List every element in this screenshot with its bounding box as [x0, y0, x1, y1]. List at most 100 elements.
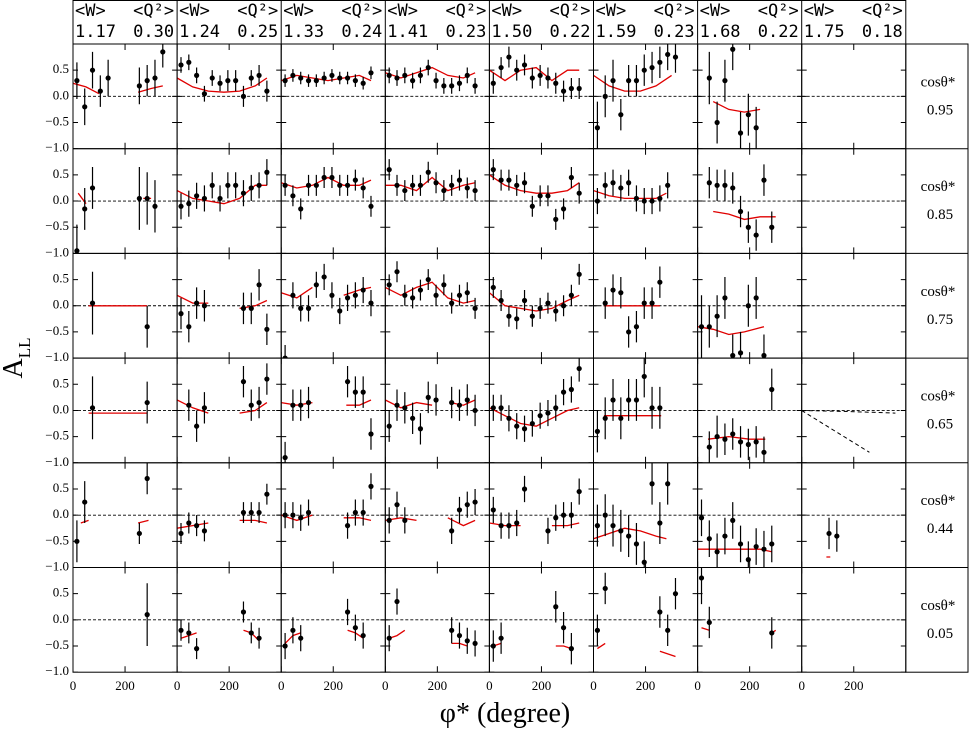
w-header: <W>	[700, 1, 731, 21]
data-point	[753, 439, 759, 445]
data-point	[568, 85, 574, 92]
w-value: 1.50	[491, 22, 532, 42]
y-tick-label: 0.0	[53, 611, 69, 626]
y-tick-label: −0.5	[45, 637, 69, 652]
data-point	[256, 282, 262, 288]
data-point	[410, 182, 416, 188]
data-point	[186, 402, 192, 408]
data-point	[745, 303, 751, 309]
y-tick-label: 0.5	[53, 480, 69, 495]
data-point	[305, 182, 312, 188]
data-point	[360, 185, 366, 191]
fit-curve	[281, 74, 372, 82]
data-point	[441, 83, 447, 89]
data-point	[433, 180, 439, 186]
panel	[177, 253, 282, 359]
panel	[801, 462, 906, 568]
data-point	[386, 423, 392, 429]
data-point	[610, 397, 616, 403]
fit-curve	[73, 82, 163, 95]
data-point	[402, 187, 408, 194]
data-point	[305, 509, 312, 516]
data-point	[761, 449, 767, 455]
data-point	[594, 125, 601, 131]
data-point	[456, 507, 463, 513]
data-point	[514, 182, 520, 188]
data-point	[568, 292, 574, 298]
fit-curve	[80, 519, 149, 524]
panel	[281, 253, 386, 359]
data-point	[178, 311, 184, 317]
panel	[801, 358, 906, 463]
cos-value: 0.85	[927, 207, 953, 223]
data-point	[769, 630, 775, 636]
data-point	[514, 67, 520, 73]
w-value: 1.59	[596, 22, 637, 42]
data-point	[368, 300, 374, 306]
fit-curve	[593, 189, 667, 200]
y-tick-label: 0.0	[53, 87, 69, 102]
data-point	[657, 609, 663, 615]
data-point	[769, 386, 775, 393]
data-point	[665, 51, 671, 58]
data-point	[537, 305, 543, 311]
data-point	[472, 83, 478, 89]
data-point	[290, 402, 296, 408]
panel	[281, 358, 386, 463]
data-point	[344, 75, 351, 81]
data-point	[649, 405, 655, 411]
q2-value: 0.24	[341, 22, 382, 42]
data-point	[368, 203, 374, 209]
data-point	[560, 88, 567, 94]
panel	[177, 358, 282, 463]
data-point	[136, 83, 142, 89]
w-value: 1.41	[387, 22, 428, 42]
x-tick-label: 200	[219, 678, 239, 693]
data-point	[641, 198, 647, 204]
data-point	[665, 182, 671, 188]
data-point	[240, 609, 247, 615]
data-point	[737, 208, 744, 215]
data-point	[633, 324, 640, 330]
data-point	[178, 627, 184, 633]
data-point	[201, 91, 208, 97]
data-point	[425, 394, 431, 400]
data-point	[722, 436, 728, 442]
data-point	[144, 612, 150, 618]
panel	[489, 148, 594, 254]
data-point	[144, 78, 150, 84]
data-point	[826, 530, 832, 537]
panel	[697, 567, 802, 673]
cos-value: 0.05	[927, 626, 953, 642]
data-point	[545, 75, 551, 81]
panel	[489, 462, 594, 568]
fit-curve	[385, 281, 476, 304]
data-point	[521, 180, 528, 186]
data-point	[514, 520, 520, 526]
data-point	[360, 389, 366, 395]
fit-curve	[489, 174, 580, 194]
q2-header: <Q²>	[654, 1, 695, 21]
data-point	[633, 195, 640, 202]
data-point	[553, 216, 559, 222]
data-point	[152, 75, 158, 81]
data-point	[745, 224, 751, 230]
cos-label: cosθ*	[921, 284, 956, 300]
data-point	[82, 104, 88, 110]
data-point	[240, 190, 247, 196]
data-point	[560, 625, 567, 631]
data-point	[464, 397, 470, 403]
panel	[593, 567, 698, 673]
x-tick-label: 0	[70, 678, 77, 693]
data-point	[698, 324, 705, 330]
fit-curve	[489, 292, 580, 312]
data-point	[665, 627, 671, 633]
fit-curve	[493, 642, 572, 650]
data-point	[368, 483, 374, 489]
data-point	[368, 70, 374, 76]
data-point	[402, 292, 408, 298]
data-point	[313, 282, 319, 288]
data-point	[360, 80, 366, 86]
fit-curve	[597, 642, 676, 658]
data-point	[402, 72, 408, 79]
